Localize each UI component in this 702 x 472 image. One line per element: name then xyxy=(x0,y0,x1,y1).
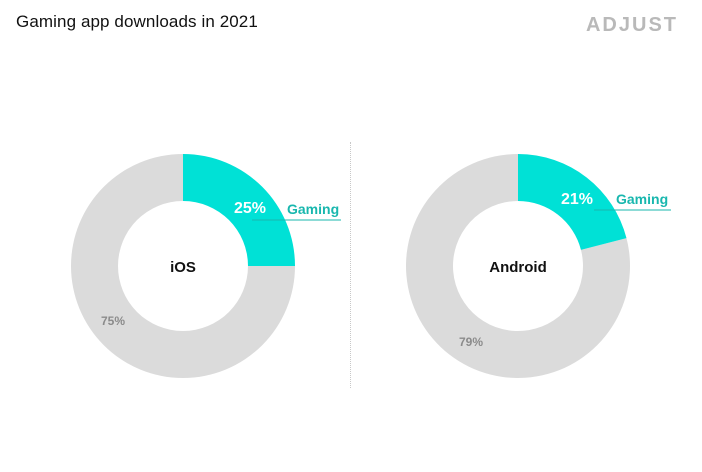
android-other-value-label: 79% xyxy=(459,335,483,349)
android-donut-chart: Android 21% 79% Gaming xyxy=(406,154,671,379)
android-gaming-value-label: 21% xyxy=(561,191,593,208)
chart-divider xyxy=(350,142,351,388)
android-center-label: Android xyxy=(489,259,547,276)
ios-gaming-value-label: 25% xyxy=(234,200,266,217)
ios-other-slice xyxy=(71,154,295,378)
android-other-slice xyxy=(406,154,630,379)
android-gaming-slice xyxy=(518,154,627,250)
ios-donut-chart: iOS 25% 75% Gaming xyxy=(71,154,341,378)
android-gaming-legend-label: Gaming xyxy=(616,191,668,207)
adjust-logo: ADJUST xyxy=(585,14,678,36)
ios-center-label: iOS xyxy=(170,259,196,276)
ios-gaming-legend-label: Gaming xyxy=(287,201,339,217)
ios-other-value-label: 75% xyxy=(101,314,125,328)
chart-title: Gaming app downloads in 2021 xyxy=(16,12,258,31)
ios-gaming-slice xyxy=(183,154,295,266)
